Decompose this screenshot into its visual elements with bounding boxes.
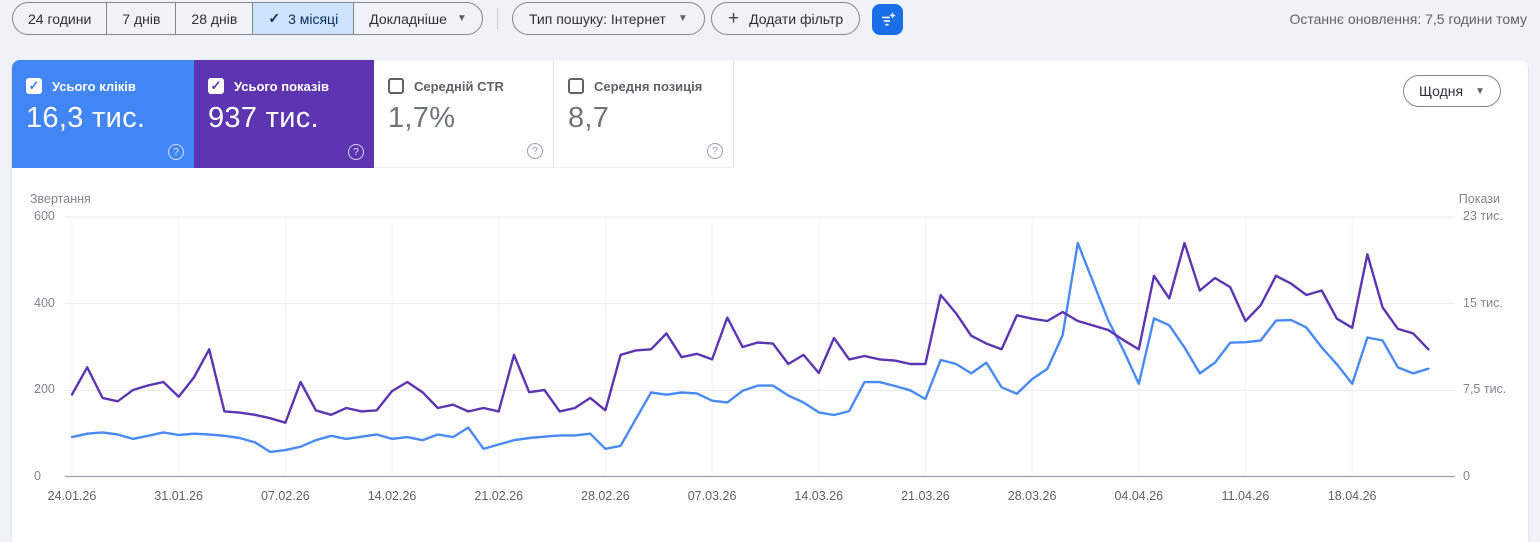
metric-value: 937 тис. bbox=[208, 102, 319, 134]
metric-card-total-clicks[interactable]: ✓ Усього кліків 16,3 тис. ? bbox=[12, 60, 194, 168]
axis-tick-label: 0 bbox=[1463, 469, 1470, 483]
check-icon: ✓ bbox=[268, 10, 281, 26]
x-axis-date-label: 21.03.26 bbox=[901, 489, 950, 503]
date-range-more[interactable]: Докладніше ▼ bbox=[353, 3, 482, 34]
metric-label: Усього кліків bbox=[52, 78, 136, 94]
last-update-text: Останнє оновлення: 7,5 години тому bbox=[1289, 11, 1527, 27]
left-axis-title: Звертання bbox=[30, 192, 91, 206]
checkbox-checked-icon[interactable]: ✓ bbox=[208, 78, 224, 94]
x-axis-date-label: 28.03.26 bbox=[1007, 489, 1057, 503]
date-range-7d[interactable]: 7 днів bbox=[106, 3, 175, 34]
date-range-label: 24 години bbox=[28, 10, 92, 27]
date-range-24h[interactable]: 24 години bbox=[13, 3, 106, 34]
series-clicks-line bbox=[70, 241, 1430, 454]
metric-head: ✓ Усього кліків bbox=[26, 78, 180, 94]
metric-card-total-impressions[interactable]: ✓ Усього показів 937 тис. ? bbox=[194, 60, 374, 168]
date-range-28d[interactable]: 28 днів bbox=[175, 3, 252, 34]
x-axis-date-label: 14.03.26 bbox=[794, 489, 844, 503]
metric-head: ✓ Усього показів bbox=[208, 78, 360, 94]
add-filter-button[interactable]: + Додати фільтр bbox=[711, 2, 861, 35]
x-axis-date-label: 24.01.26 bbox=[47, 489, 97, 503]
x-axis-date-label: 07.02.26 bbox=[261, 489, 310, 503]
metric-label: Середній CTR bbox=[414, 78, 504, 94]
axis-tick-label: 15 тис. bbox=[1463, 295, 1503, 310]
caret-down-icon: ▼ bbox=[456, 13, 467, 24]
checkbox-checked-icon[interactable]: ✓ bbox=[26, 78, 42, 94]
plus-icon: + bbox=[728, 8, 740, 29]
granularity-label: Щодня bbox=[1419, 83, 1464, 99]
metric-label: Усього показів bbox=[234, 78, 329, 94]
help-icon[interactable]: ? bbox=[348, 144, 364, 160]
metric-head: Середня позиція bbox=[568, 78, 719, 94]
right-axis-title: Покази bbox=[1458, 192, 1500, 206]
x-axis-date-label: 04.04.26 bbox=[1114, 489, 1164, 503]
chart-canvas bbox=[65, 216, 1455, 478]
checkbox-unchecked-icon[interactable] bbox=[568, 78, 584, 94]
axis-tick-label: 23 тис. bbox=[1463, 209, 1503, 223]
axis-tick-label: 7,5 тис. bbox=[1463, 382, 1507, 397]
metric-value: 8,7 bbox=[568, 102, 610, 134]
axis-tick-label: 600 bbox=[34, 209, 55, 223]
filter-sparkle-icon bbox=[879, 11, 897, 29]
help-icon[interactable]: ? bbox=[527, 143, 543, 159]
metric-value: 16,3 тис. bbox=[26, 102, 146, 134]
date-range-3m[interactable]: ✓ 3 місяці bbox=[252, 3, 354, 34]
granularity-dropdown[interactable]: Щодня ▼ bbox=[1403, 75, 1501, 107]
date-range-label: Докладніше bbox=[369, 10, 447, 27]
add-filter-label: Додати фільтр bbox=[749, 10, 844, 27]
x-axis-date-label: 11.04.26 bbox=[1221, 489, 1270, 503]
series-impressions-line bbox=[70, 241, 1430, 424]
search-type-dropdown[interactable]: Тип пошуку: Інтернет ▼ bbox=[512, 2, 705, 35]
toolbar-divider bbox=[497, 8, 498, 29]
help-icon[interactable]: ? bbox=[707, 143, 723, 159]
performance-line-chart[interactable] bbox=[65, 216, 1455, 478]
metric-head: Середній CTR bbox=[388, 78, 539, 94]
metric-card-average-ctr[interactable]: Середній CTR 1,7% ? bbox=[374, 60, 554, 168]
metric-label: Середня позиція bbox=[594, 78, 703, 94]
x-axis-date-label: 21.02.26 bbox=[474, 489, 524, 503]
search-type-label: Тип пошуку: Інтернет bbox=[529, 10, 666, 27]
metric-value: 1,7% bbox=[388, 102, 456, 134]
x-axis-date-label: 18.04.26 bbox=[1327, 489, 1377, 503]
x-axis-date-label: 28.02.26 bbox=[581, 489, 630, 503]
caret-down-icon: ▼ bbox=[677, 13, 688, 24]
checkbox-unchecked-icon[interactable] bbox=[388, 78, 404, 94]
metric-card-average-position[interactable]: Середня позиція 8,7 ? bbox=[554, 60, 734, 168]
caret-down-icon: ▼ bbox=[1475, 85, 1485, 97]
date-range-label: 7 днів bbox=[122, 10, 161, 27]
date-range-label: 28 днів bbox=[191, 10, 238, 27]
help-icon[interactable]: ? bbox=[168, 144, 184, 160]
toolbar: 24 години 7 днів 28 днів ✓ 3 місяці Докл… bbox=[0, 0, 1540, 44]
axis-tick-label: 400 bbox=[34, 295, 55, 310]
date-range-label: 3 місяці bbox=[288, 10, 339, 27]
x-axis-date-label: 31.01.26 bbox=[154, 489, 203, 503]
axis-tick-label: 0 bbox=[34, 469, 41, 483]
axis-tick-label: 200 bbox=[34, 382, 55, 397]
x-axis-date-label: 07.03.26 bbox=[687, 489, 737, 503]
performance-card: ✓ Усього кліків 16,3 тис. ? ✓ Усього пок… bbox=[12, 60, 1528, 542]
x-axis-date-label: 14.02.26 bbox=[367, 489, 417, 503]
date-range-group: 24 години 7 днів 28 днів ✓ 3 місяці Докл… bbox=[12, 2, 483, 35]
smart-filter-button[interactable] bbox=[872, 4, 903, 35]
